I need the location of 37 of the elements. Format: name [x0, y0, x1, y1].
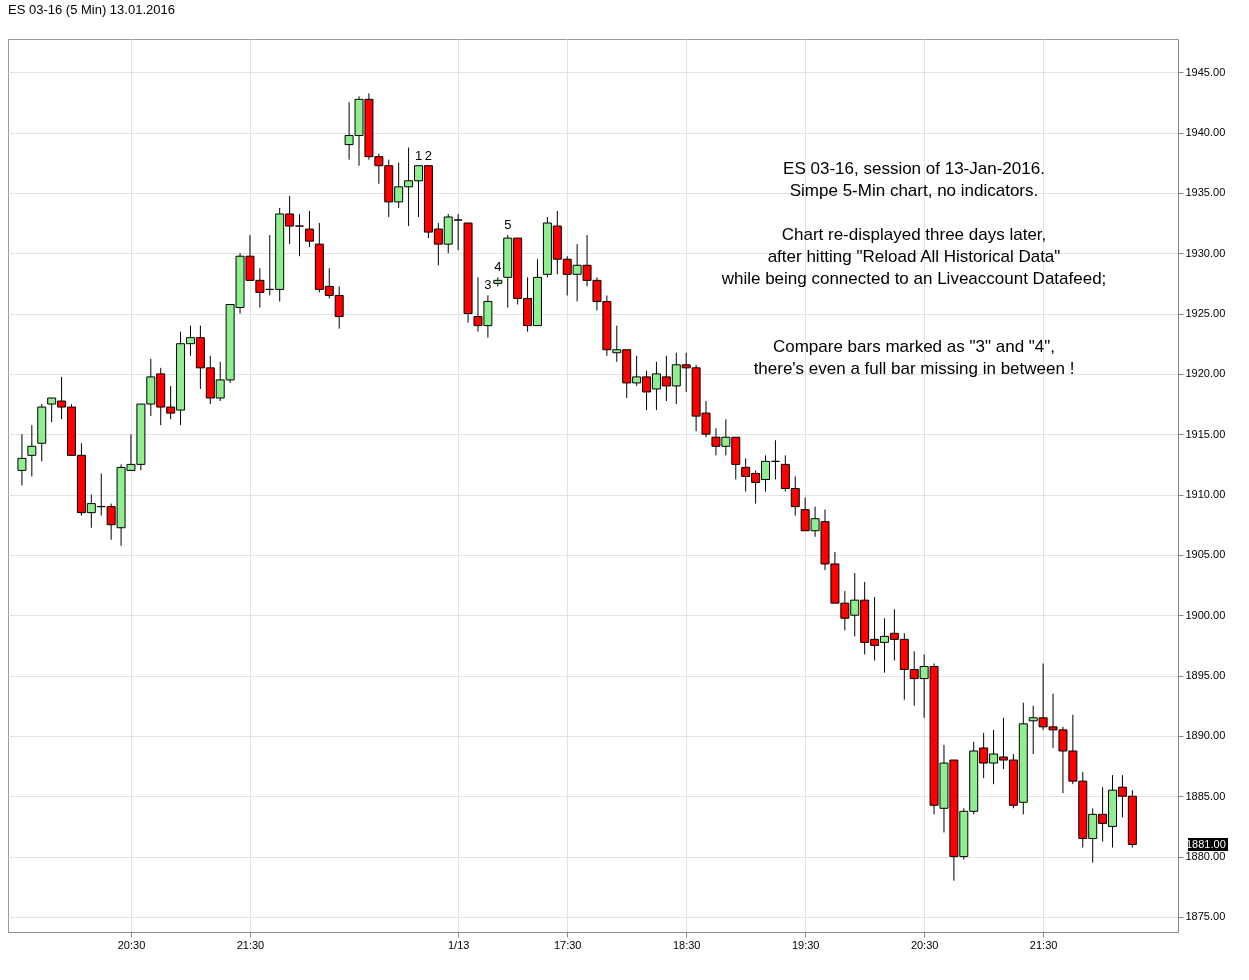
y-tick-label: 1920.00: [1185, 367, 1226, 380]
text: 1881.00: [1186, 837, 1226, 850]
y-tick-label: 1890.00: [1185, 729, 1226, 742]
y-tick-label: 1925.00: [1185, 307, 1226, 320]
x-tick-label: 1/13: [447, 938, 470, 951]
annotation: Chart re-displayed three days later, after hitting "Reload All Historical Data" while being connected to an Liveaccount Datafeed;: [720, 225, 1107, 288]
text: 3: [484, 277, 492, 293]
y-tick-label: 1915.00: [1185, 427, 1226, 440]
x-tick-label: 19:30: [791, 938, 820, 951]
y-tick-label: 1930.00: [1185, 246, 1226, 259]
candlestick: [304, 210, 314, 248]
candlestick: [295, 213, 305, 257]
y-tick-label: 1880.00: [1185, 850, 1226, 863]
x-tick-label: 21:30: [1029, 938, 1058, 951]
text: 1: [414, 147, 423, 163]
candlestick: [17, 433, 27, 486]
x-tick-label: 21:30: [236, 938, 265, 951]
y-tick-label: 1885.00: [1185, 789, 1226, 802]
annotation: ES 03-16, session of 13-Jan-2016. Simpe 5-Min chart, no indicators.: [783, 159, 1045, 200]
y-tick-label: 1905.00: [1185, 548, 1226, 561]
x-tick-label: 18:30: [672, 938, 701, 951]
y-tick-label: 1875.00: [1185, 910, 1226, 923]
x-tick-label: 20:30: [117, 938, 146, 951]
annotation: Compare bars marked as "3" and "4", there's even a full bar missing in between !: [753, 337, 1075, 378]
y-tick-label: 1895.00: [1185, 669, 1226, 682]
text: 5: [504, 217, 512, 233]
y-tick-label: 1945.00: [1185, 65, 1226, 78]
x-tick-label: 17:30: [553, 938, 582, 951]
y-tick-label: 1935.00: [1185, 186, 1226, 199]
y-tick-label: 1940.00: [1185, 126, 1226, 139]
text: 4: [494, 259, 502, 275]
y-tick-label: 1910.00: [1185, 488, 1226, 501]
x-tick-label: 20:30: [910, 938, 939, 951]
y-tick-label: 1900.00: [1185, 608, 1226, 621]
chart-title: ES 03-16 (5 Min) 13.01.2016: [8, 2, 175, 17]
candlestick: [27, 424, 37, 477]
text: 2: [424, 147, 433, 163]
